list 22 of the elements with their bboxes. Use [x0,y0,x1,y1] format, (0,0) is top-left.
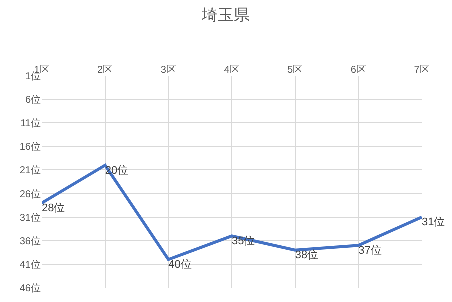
data-label: 37位 [358,244,382,257]
y-tick-label: 11位 [20,118,41,130]
y-tick-label: 16位 [20,141,41,154]
x-tick-label: 3区 [160,65,176,76]
y-tick-label: 6位 [25,94,41,106]
data-label: 28位 [42,202,66,214]
y-tick-label: 31位 [20,212,41,224]
data-label: 31位 [422,216,446,229]
y-tick-label: 41位 [20,258,41,271]
y-tick-label: 36位 [20,235,41,248]
x-tick-label: 7区 [414,65,430,76]
x-tick-label: 2区 [98,65,114,76]
data-label: 40位 [168,258,192,271]
chart-title: 埼玉県 [201,7,250,24]
y-tick-label: 1位 [25,70,41,82]
data-label: 38位 [295,250,319,262]
y-tick-label: 46位 [20,282,41,294]
y-tick-label: 26位 [20,188,41,200]
x-tick-label: 6区 [350,65,366,76]
x-tick-label: 5区 [288,65,304,76]
y-tick-label: 21位 [20,164,41,177]
x-tick-label: 4区 [224,65,240,76]
